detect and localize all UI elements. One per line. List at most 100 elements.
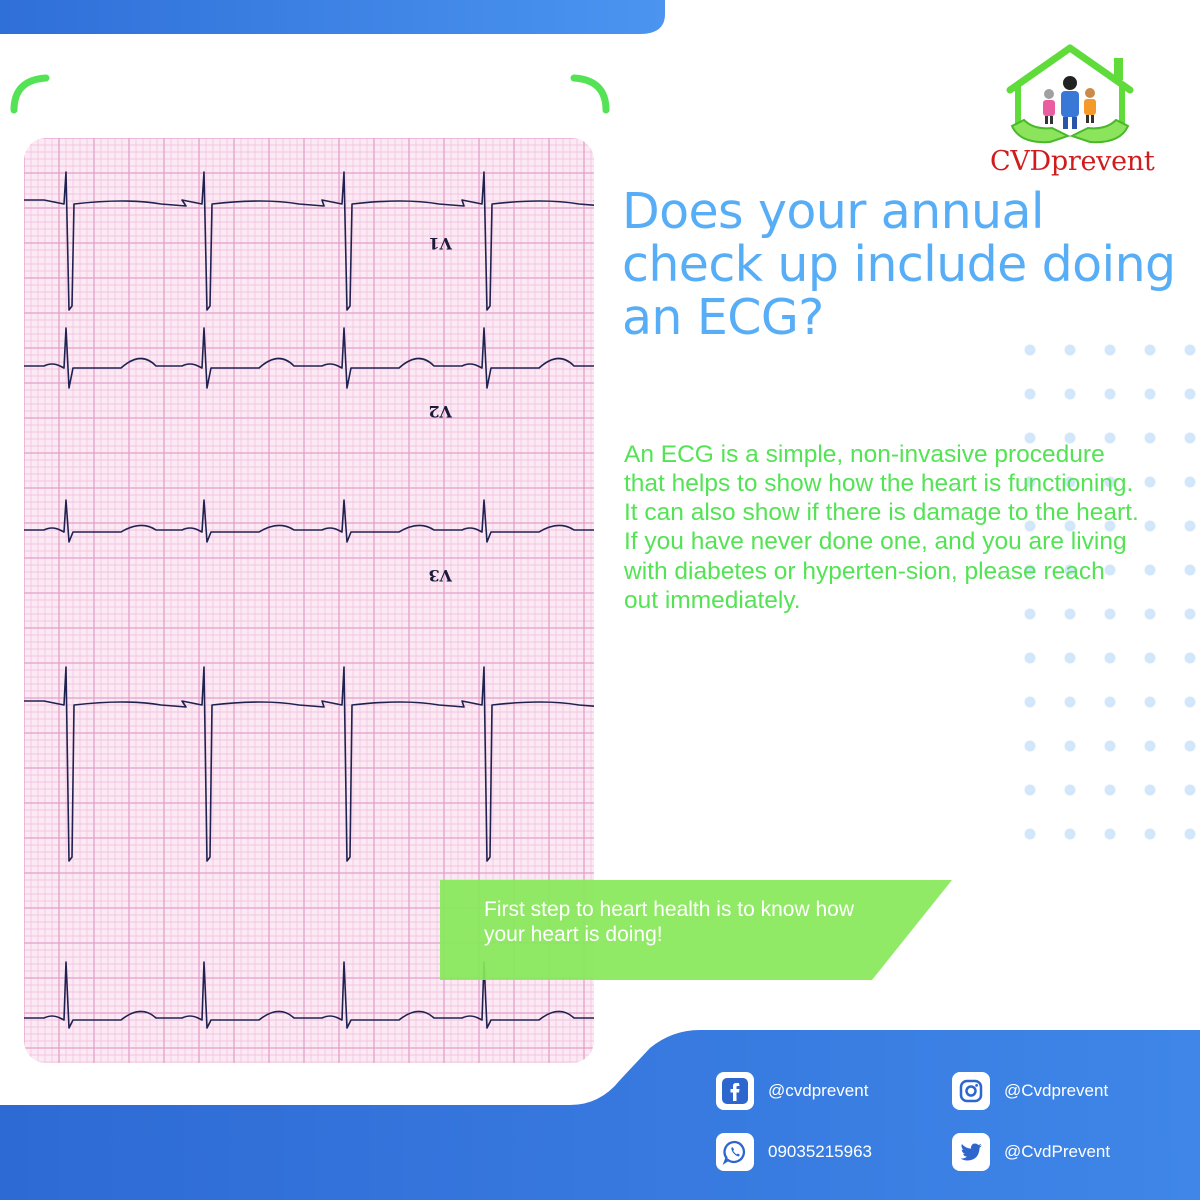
decor-dot [1104,740,1116,752]
decor-dot [1144,696,1156,708]
ecg-lead-labels: V1 V2 V3 [428,234,453,585]
decor-dot [1024,828,1036,840]
whatsapp-number: 09035215963 [768,1142,873,1161]
facebook-handle: @cvdprevent [768,1081,869,1100]
lead-label-v1: V1 [428,234,453,253]
trace-v4 [24,666,594,862]
ecg-traces [24,171,594,1029]
decor-dot [1064,520,1076,532]
whatsapp-link[interactable]: 09035215963 [716,1133,872,1171]
callout-banner: First step to heart health is to know ho… [440,880,955,980]
decor-dot [1144,652,1156,664]
decor-dot [1064,696,1076,708]
decor-dot [1064,432,1076,444]
decor-dot [1064,652,1076,664]
headline: Does your annual check up include doing … [622,183,1176,346]
decor-dot [1024,696,1036,708]
ecg-strip: V1 V2 V3 [24,138,594,1063]
decor-dot [1064,388,1076,400]
decor-dot [1104,564,1116,576]
facebook-link[interactable]: @cvdprevent [716,1072,868,1110]
footer-shape [0,1030,1200,1200]
decor-dot [1184,564,1196,576]
brand-logo: CVDprevent [990,40,1155,220]
decor-dot [1064,344,1076,356]
decor-dot [1024,432,1036,444]
trace-v1 [24,171,594,311]
decor-dot [1144,344,1156,356]
decor-dot [1184,740,1196,752]
brand-name: CVDprevent [990,146,1155,177]
decor-dot [1104,432,1116,444]
top-bar [0,0,665,34]
banner-text: First step to heart health is to know ho… [484,898,855,947]
decor-dot [1024,476,1036,488]
decor-dot [1184,828,1196,840]
lead-label-v2: V2 [428,402,453,421]
decor-dot [1104,784,1116,796]
decor-dot [1024,388,1036,400]
decor-dot [1144,564,1156,576]
instagram-handle: @Cvdprevent [1004,1081,1109,1100]
decor-dot [1064,740,1076,752]
instagram-link[interactable]: @Cvdprevent [952,1072,1108,1110]
banner-shape [440,880,952,980]
decor-dot [1144,476,1156,488]
trace-v2 [24,327,594,389]
decor-dot [1104,520,1116,532]
decor-dot [1104,476,1116,488]
decor-dot [1144,608,1156,620]
instagram-icon [952,1072,990,1110]
decor-dot [1024,608,1036,620]
facebook-icon [716,1072,754,1110]
ecg-grid-major [24,138,594,1063]
decor-dot [1184,344,1196,356]
trace-v3 [24,499,594,543]
decor-dot [1184,652,1196,664]
decor-dot [1144,388,1156,400]
decor-dot [1184,696,1196,708]
decor-dot [1184,388,1196,400]
decor-dot [1024,520,1036,532]
decor-dot [1104,696,1116,708]
decor-dot [1064,476,1076,488]
decor-dot [1064,828,1076,840]
decor-dot [1144,784,1156,796]
twitter-handle: @CvdPrevent [1004,1142,1111,1161]
decor-dot [1024,652,1036,664]
decor-dot [1184,784,1196,796]
decor-dot [1104,608,1116,620]
twitter-link[interactable]: @CvdPrevent [952,1133,1110,1171]
lead-label-v3: V3 [428,566,453,585]
decor-dot [1024,784,1036,796]
ecg-grid-minor [24,138,594,1063]
body-text: An ECG is a simple, non-invasive procedu… [624,441,1139,614]
decor-dot [1104,828,1116,840]
green-bracket-decoration [10,74,610,114]
decor-dot [1184,432,1196,444]
twitter-icon [952,1133,990,1171]
decor-dot [1144,828,1156,840]
decor-dot [1184,608,1196,620]
decor-dot [1064,608,1076,620]
decor-dot [1184,476,1196,488]
grid-minor-lines [24,138,594,1063]
decor-dot [1184,520,1196,532]
whatsapp-icon [716,1133,754,1171]
decor-dot [1024,740,1036,752]
decor-dot [1024,344,1036,356]
house-hands-icon [1006,44,1134,144]
trace-v5 [24,961,594,1029]
decor-dot [1104,388,1116,400]
decor-dot [1144,432,1156,444]
grid-major-lines [24,138,594,1063]
decor-dot [1024,564,1036,576]
decor-dot [1144,520,1156,532]
decor-dot [1064,784,1076,796]
ecg-chart: V1 V2 V3 [24,138,594,1063]
decor-dot [1104,344,1116,356]
dot-pattern-decoration [1024,344,1196,840]
decor-dot [1064,564,1076,576]
decor-dot [1144,740,1156,752]
decor-dot [1104,652,1116,664]
